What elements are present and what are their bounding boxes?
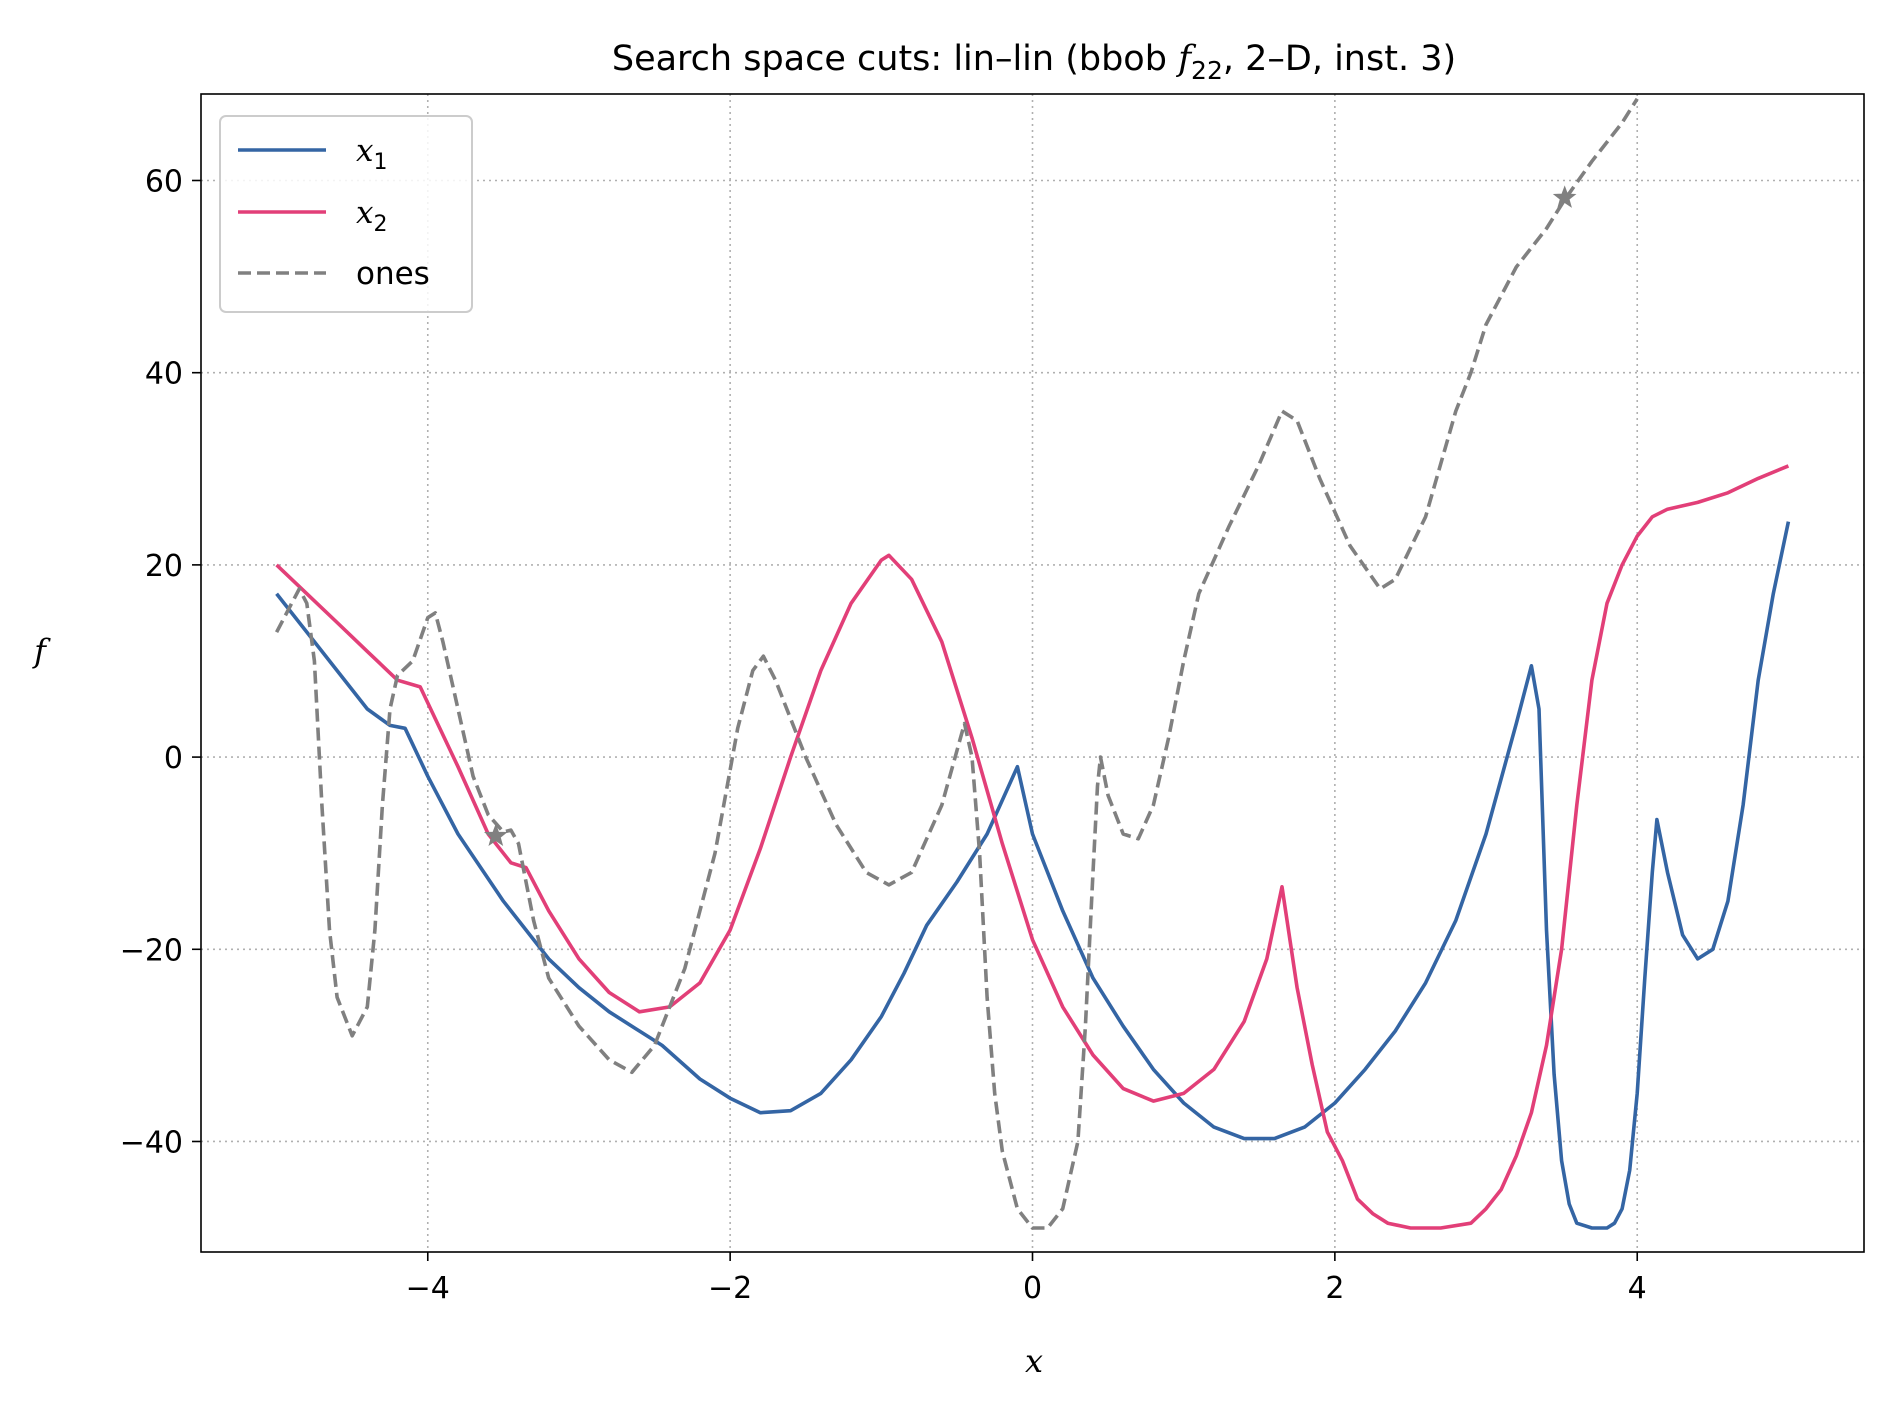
x-tick-label: 2 bbox=[1325, 1271, 1344, 1306]
y-tick-label: 40 bbox=[145, 357, 183, 392]
y-tick-label: 60 bbox=[145, 164, 183, 199]
x-tick-label: −4 bbox=[406, 1271, 450, 1306]
x-axis-label: x bbox=[1025, 1342, 1043, 1380]
x-tick-label: 0 bbox=[1023, 1271, 1042, 1306]
optimum-star-marker bbox=[483, 823, 508, 846]
y-tick-label: −20 bbox=[120, 933, 183, 968]
y-tick-label: 0 bbox=[164, 741, 183, 776]
series-line-ones bbox=[275, 97, 1639, 1230]
y-tick-label: −40 bbox=[120, 1125, 183, 1160]
chart-title: Search space cuts: lin–lin (bbob f22, 2–… bbox=[612, 39, 1456, 85]
legend-label-x1: x1 bbox=[356, 133, 387, 175]
series-line-x1 bbox=[275, 521, 1791, 1230]
optimum-star-marker bbox=[1552, 185, 1577, 208]
legend: x1 x2 ones bbox=[219, 115, 473, 313]
series-lines bbox=[275, 97, 1791, 1230]
x-tick-label: −2 bbox=[708, 1271, 752, 1306]
legend-label-x2: x2 bbox=[356, 195, 387, 237]
series-line-x2 bbox=[275, 464, 1790, 1230]
x-tick-label: 4 bbox=[1628, 1271, 1647, 1306]
optimum-markers bbox=[483, 185, 1577, 846]
y-tick-label: 20 bbox=[145, 549, 183, 584]
legend-frame bbox=[219, 115, 473, 313]
legend-label-ones: ones bbox=[356, 256, 430, 292]
